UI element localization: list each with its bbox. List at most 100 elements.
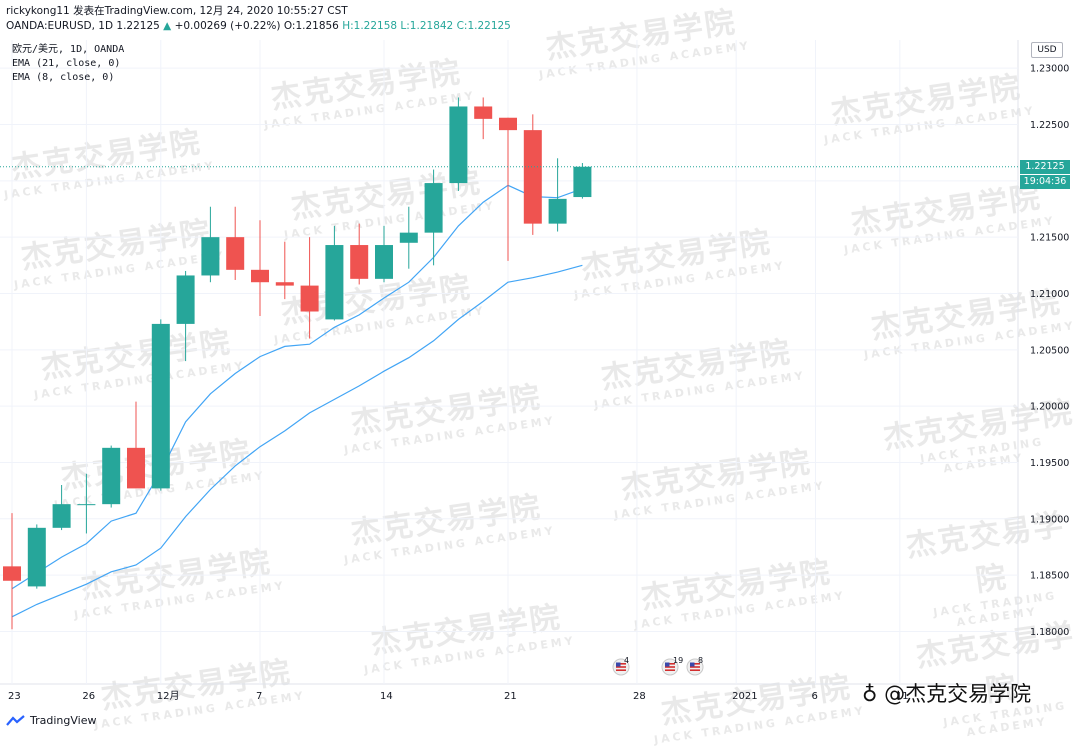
close-value: C:1.22125 — [456, 20, 511, 32]
candle-body — [176, 275, 195, 324]
candle-down — [127, 401, 145, 489]
time-tick-label: 28 — [633, 691, 646, 702]
candle-body — [77, 504, 96, 506]
time-tick-label: 12月 — [157, 690, 180, 702]
candle-up — [176, 270, 195, 362]
event-count: 19 — [673, 656, 684, 665]
us-flag-icon — [612, 658, 630, 676]
candle-up — [27, 524, 46, 589]
us-flag-icon — [686, 658, 704, 676]
bar-countdown-tag: 19:04:36 — [1020, 174, 1070, 189]
time-tick-label: 11 — [896, 691, 909, 702]
candle-body — [375, 245, 393, 279]
ohlc-row: OANDA:EURUSD, 1D 1.22125 ▲ +0.00269 (+0.… — [6, 19, 511, 33]
price-tick-label: 1.18500 — [1030, 571, 1069, 582]
candle-body — [424, 183, 443, 233]
candle-body — [523, 130, 542, 224]
time-tick-label: 7 — [256, 691, 262, 702]
candle-body — [3, 566, 21, 581]
candle-up — [102, 445, 121, 508]
time-tick-label: 21 — [504, 691, 517, 702]
candle-body — [548, 198, 567, 224]
event-badge-3[interactable]: 8 — [686, 656, 704, 678]
candles — [3, 97, 592, 630]
candle-up — [548, 158, 567, 232]
current-price-tag: 1.22125 — [1020, 159, 1070, 174]
price-tick-label: 1.20000 — [1030, 402, 1069, 413]
price-tick-label: 1.21000 — [1030, 289, 1069, 300]
candle-down — [3, 513, 21, 630]
price-tick-label: 1.18000 — [1030, 627, 1069, 638]
event-count: 4 — [624, 656, 630, 665]
candle-body — [201, 237, 220, 276]
signature-text: @杰克交易学院 — [884, 682, 1032, 706]
candle-down — [226, 206, 245, 280]
candle-body — [226, 237, 245, 270]
candle-up — [77, 473, 96, 534]
currency-badge[interactable]: USD — [1031, 42, 1063, 58]
candle-down — [474, 97, 493, 140]
symbol-label[interactable]: OANDA:EURUSD, 1D — [6, 20, 114, 32]
tradingview-logo-icon — [6, 714, 25, 726]
time-tick-label: 23 — [8, 691, 21, 702]
chart-header: rickykong11 发表在TradingView.com, 12月 24, … — [6, 4, 511, 33]
candle-down — [275, 241, 294, 300]
candle-up — [375, 225, 393, 283]
time-tick-label: 2021 — [732, 691, 757, 702]
price-tick-label: 1.19000 — [1030, 514, 1069, 525]
candle-body — [102, 447, 121, 505]
time-tick-label: 26 — [82, 691, 95, 702]
legend-ema21[interactable]: EMA (21, close, 0) — [12, 58, 121, 69]
ema21-line — [11, 264, 583, 618]
candle-body — [251, 269, 269, 283]
change-arrow-icon: ▲ — [163, 20, 172, 32]
price-tick-label: 1.20500 — [1030, 345, 1069, 356]
price-tick-label: 1.22500 — [1030, 120, 1069, 131]
event-badge-2[interactable]: 19 — [661, 656, 683, 678]
us-flag-icon — [661, 658, 679, 676]
time-tick-label: 6 — [812, 691, 818, 702]
candle-up — [52, 485, 71, 531]
publish-info: rickykong11 发表在TradingView.com, 12月 24, … — [6, 5, 348, 17]
candle-down — [523, 114, 542, 235]
high-value: H:1.22158 — [342, 20, 398, 32]
candle-body — [449, 106, 468, 184]
candle-down — [251, 220, 269, 317]
candle-body — [275, 282, 294, 286]
candle-down — [499, 117, 517, 261]
price-tick-label: 1.19500 — [1030, 458, 1069, 469]
candle-body — [300, 285, 319, 312]
change-value: +0.00269 (+0.22%) — [174, 20, 281, 32]
price-axis-labels: 1.230001.225001.220001.215001.210001.205… — [1030, 64, 1069, 638]
legend-ema8[interactable]: EMA (8, close, 0) — [12, 72, 115, 83]
candle-up — [573, 163, 592, 199]
ema8-path — [11, 184, 583, 590]
event-badge-1[interactable]: 4 — [612, 656, 630, 678]
weibo-icon: ♁ — [862, 682, 878, 706]
candle-body — [350, 245, 369, 279]
candle-up — [399, 206, 418, 269]
legend-title[interactable]: 欧元/美元, 1D, OANDA — [12, 44, 125, 55]
candle-up — [424, 169, 443, 266]
time-axis-labels: 23 26 12月 7 14 21 28 2021 6 11 — [8, 690, 909, 702]
candle-body — [399, 232, 418, 243]
event-count: 8 — [698, 656, 704, 665]
candle-up — [151, 319, 170, 491]
tradingview-brand: TradingView — [30, 714, 97, 727]
candle-up — [449, 97, 468, 191]
ema8-line — [11, 184, 583, 590]
open-value: O:1.21856 — [283, 20, 339, 32]
candle-body — [325, 245, 344, 320]
candle-body — [27, 527, 46, 587]
candle-up — [325, 225, 344, 321]
tradingview-logo[interactable]: TradingView — [6, 714, 96, 727]
candle-body — [474, 106, 493, 119]
low-value: L:1.21842 — [400, 20, 454, 32]
author-signature: ♁ @杰克交易学院 — [862, 678, 1031, 708]
time-tick-label: 14 — [380, 691, 393, 702]
indicator-legend: 欧元/美元, 1D, OANDA EMA (21, close, 0) EMA … — [12, 43, 124, 85]
candle-down — [350, 223, 369, 285]
candle-body — [127, 447, 145, 489]
last-price: 1.22125 — [116, 20, 160, 32]
